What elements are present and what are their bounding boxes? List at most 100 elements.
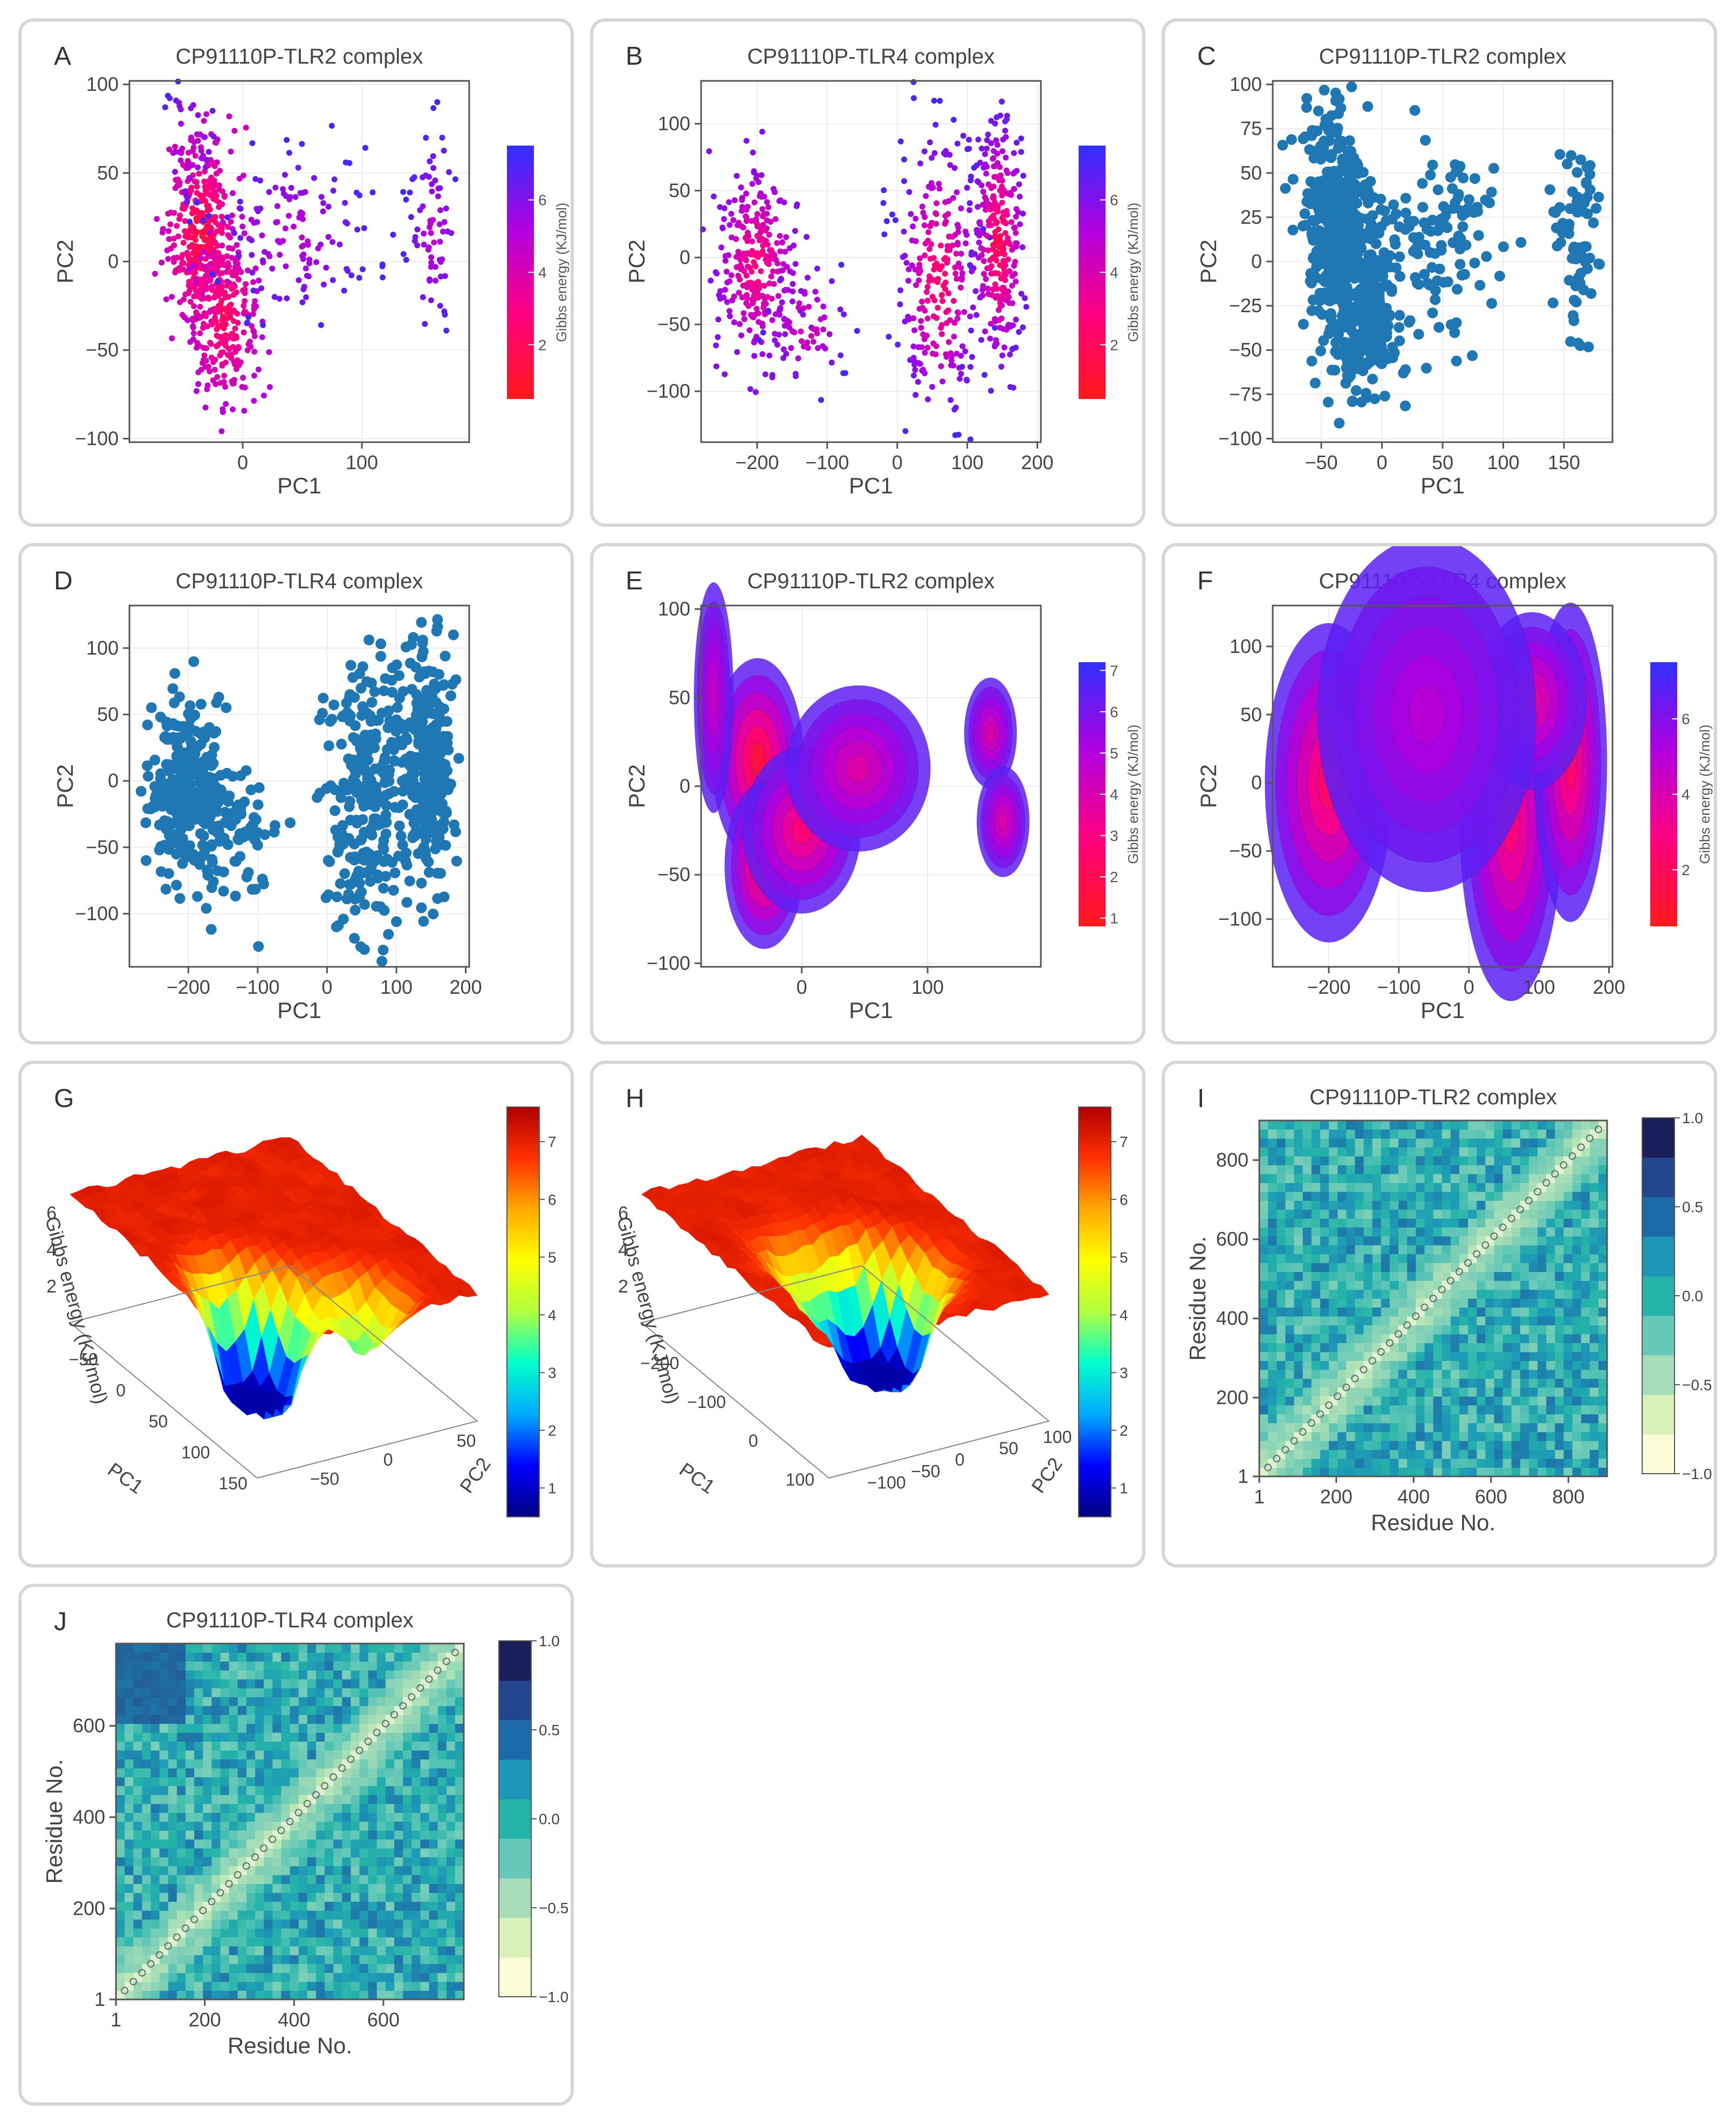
data-point (229, 190, 236, 196)
data-point (1379, 390, 1390, 402)
data-point (1562, 159, 1573, 170)
data-point (249, 140, 256, 147)
data-point (389, 755, 401, 767)
data-point (300, 242, 306, 249)
data-point (192, 891, 203, 902)
data-point (993, 337, 999, 343)
y-tick-label: 50 (97, 703, 119, 725)
data-point (1339, 336, 1350, 348)
data-point (826, 331, 833, 338)
data-point (775, 293, 781, 299)
data-point (897, 138, 904, 145)
data-point (743, 215, 750, 221)
data-point (929, 293, 936, 300)
data-point (380, 828, 392, 840)
data-point (990, 246, 996, 253)
data-point (286, 212, 292, 219)
data-point (428, 766, 440, 777)
data-point (968, 251, 975, 258)
data-point (811, 326, 817, 332)
data-point (777, 248, 784, 255)
data-point (828, 359, 835, 366)
y-tick-label: −25 (1229, 294, 1262, 317)
data-point (208, 241, 214, 248)
data-point (880, 200, 887, 207)
data-point (927, 246, 933, 252)
data-point (230, 890, 241, 902)
data-point (185, 231, 191, 237)
data-point (1417, 178, 1428, 189)
data-point (341, 287, 347, 294)
data-point (424, 803, 436, 814)
data-point (814, 330, 820, 336)
data-point (958, 370, 964, 377)
data-point (266, 189, 272, 195)
data-point (445, 690, 456, 702)
data-point (330, 188, 337, 194)
data-point (202, 404, 209, 411)
data-point (1015, 329, 1022, 335)
data-point (1399, 224, 1411, 235)
data-point (414, 792, 425, 803)
data-point (241, 230, 248, 237)
data-point (768, 273, 774, 280)
data-point (1287, 174, 1299, 185)
data-point (755, 222, 761, 229)
data-point (759, 206, 766, 212)
data-point (1486, 187, 1497, 198)
data-point (1314, 295, 1326, 306)
data-point (176, 103, 183, 109)
data-point (767, 247, 773, 253)
data-point (414, 226, 421, 233)
data-point (219, 201, 225, 208)
data-point (443, 205, 449, 212)
data-point (772, 216, 779, 222)
data-point (735, 272, 742, 279)
data-point (230, 344, 236, 350)
x-tick-label: 0 (892, 451, 903, 473)
data-point (341, 835, 353, 847)
data-point (765, 307, 772, 314)
data-point (994, 174, 1000, 180)
data-point (978, 145, 985, 152)
data-point (171, 879, 182, 891)
data-point (743, 251, 749, 258)
data-point (1011, 186, 1018, 193)
data-point (211, 255, 218, 261)
data-point (1003, 271, 1009, 278)
data-point (360, 730, 371, 741)
data-point (1322, 396, 1334, 408)
data-point (943, 351, 949, 358)
data-point (252, 799, 264, 810)
data-point (167, 683, 179, 695)
data-point (208, 354, 215, 361)
data-point (453, 753, 464, 764)
data-point (1325, 308, 1336, 319)
data-point (430, 105, 437, 111)
data-point (1323, 125, 1334, 136)
data-point (437, 823, 449, 835)
data-point (838, 352, 844, 359)
data-point (1017, 194, 1023, 200)
data-point (194, 131, 200, 138)
data-point (990, 193, 997, 200)
data-point (1442, 276, 1453, 287)
data-point (331, 921, 342, 932)
data-point (303, 294, 309, 300)
data-point (204, 386, 210, 393)
data-point (253, 941, 264, 952)
data-point (983, 170, 990, 177)
data-point (1421, 362, 1432, 374)
data-point (743, 272, 750, 279)
data-point (208, 781, 219, 793)
data-point (230, 335, 237, 342)
data-point (1004, 170, 1011, 176)
data-point (1011, 263, 1017, 269)
x-axis-label: PC1 (849, 998, 893, 1023)
y-axis-label: PC2 (1196, 764, 1221, 808)
data-point (924, 315, 931, 322)
data-point (201, 903, 212, 914)
data-point (978, 252, 985, 258)
data-point (1001, 344, 1007, 350)
